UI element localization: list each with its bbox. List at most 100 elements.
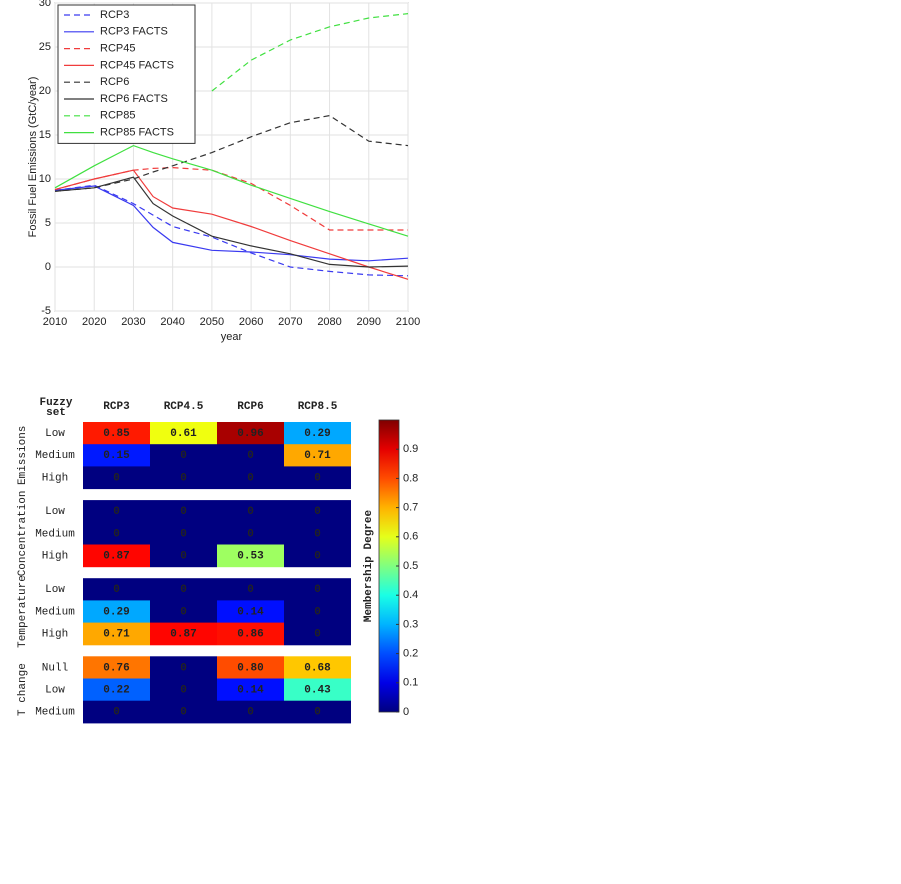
x-tick-label: 2010 xyxy=(43,316,67,328)
colorbar-tick-label: 0.8 xyxy=(403,472,418,484)
heat-cell xyxy=(217,700,284,724)
cell-label: 0 xyxy=(180,450,187,462)
heat-cell xyxy=(83,656,150,679)
colorbar-tick-label: 0.2 xyxy=(403,648,418,660)
y-tick-label: 20 xyxy=(39,85,51,97)
x-tick-label: 2100 xyxy=(396,316,420,328)
heat-cell xyxy=(217,444,284,467)
y-tick-label: 10 xyxy=(39,173,51,185)
series-line xyxy=(54,169,409,280)
colorbar-tick-label: 0.6 xyxy=(403,531,418,543)
cell-label: 0.43 xyxy=(304,685,331,697)
row-label: High xyxy=(42,551,68,563)
cell-label: 0 xyxy=(247,707,254,719)
heat-cell xyxy=(284,522,351,545)
row-label: High xyxy=(42,629,68,641)
colorbar-tick-label: 0.7 xyxy=(403,502,418,514)
y-axis-label: Fossil Fuel Emissions (GtC/year) xyxy=(27,77,39,238)
row-label: High xyxy=(42,472,68,484)
cell-label: 0 xyxy=(314,629,321,641)
colorbar-tick-label: 0.3 xyxy=(403,618,418,630)
y-tick-label: -5 xyxy=(41,305,51,317)
colorbar-tick-label: 0.1 xyxy=(403,677,418,689)
legend-label: RCP3 FACTS xyxy=(100,26,168,38)
series-line xyxy=(54,144,409,237)
group-label: Concentration xyxy=(17,490,29,576)
heat-cell xyxy=(83,522,150,545)
cell-label: 0 xyxy=(247,584,254,596)
series-line xyxy=(54,114,409,192)
row-label: Low xyxy=(45,506,65,518)
cell-label: 0.14 xyxy=(237,685,264,697)
heat-cell xyxy=(150,700,217,724)
row-label: Low xyxy=(45,428,65,440)
heat-cell xyxy=(217,500,284,523)
cell-label: 0 xyxy=(180,685,187,697)
legend-label: RCP45 FACTS xyxy=(100,59,174,71)
heat-cell xyxy=(83,678,150,702)
group-label: Emissions xyxy=(17,426,29,485)
cell-label: 0 xyxy=(113,584,120,596)
cell-label: 0 xyxy=(314,606,321,618)
heat-cell xyxy=(284,700,351,724)
legend-label: RCP85 FACTS xyxy=(100,127,174,139)
colorbar-tick-label: 0.9 xyxy=(403,443,418,455)
series-line xyxy=(211,13,409,92)
heat-cell xyxy=(284,444,351,467)
heat-cell xyxy=(217,622,284,646)
heat-cell xyxy=(83,500,150,523)
heat-cell xyxy=(217,422,284,445)
heat-cell xyxy=(83,622,150,646)
cell-label: 0.87 xyxy=(170,629,196,641)
x-tick-label: 2030 xyxy=(121,316,145,328)
heat-cell xyxy=(83,544,150,568)
cell-label: 0 xyxy=(180,707,187,719)
y-tick-label: 0 xyxy=(45,261,51,273)
column-label: RCP4.5 xyxy=(164,401,204,413)
x-tick-label: 2050 xyxy=(200,316,224,328)
cell-label: 0 xyxy=(180,472,187,484)
row-label: Medium xyxy=(35,528,75,540)
heat-cell xyxy=(217,544,284,568)
cell-label: 0 xyxy=(180,662,187,674)
cell-label: 0.29 xyxy=(304,428,330,440)
heat-cell xyxy=(284,678,351,702)
group-label: Temperature xyxy=(17,575,29,648)
heat-cell xyxy=(217,466,284,490)
cell-label: 0 xyxy=(180,606,187,618)
corner-word: set xyxy=(46,407,66,419)
cell-label: 0.14 xyxy=(237,606,264,618)
cell-label: 0.53 xyxy=(237,551,264,563)
heat-cell xyxy=(83,600,150,624)
heat-cell xyxy=(217,522,284,545)
heat-cell xyxy=(217,600,284,624)
heat-cell xyxy=(150,544,217,568)
heat-cell xyxy=(284,466,351,490)
cell-label: 0 xyxy=(180,584,187,596)
colorbar-tick-label: 0 xyxy=(403,706,409,718)
cell-label: 0 xyxy=(314,528,321,540)
cell-label: 0.71 xyxy=(103,629,130,641)
cell-label: 0 xyxy=(247,450,254,462)
legend-label: RCP6 FACTS xyxy=(100,93,168,105)
series-line xyxy=(54,185,409,262)
cell-label: 0 xyxy=(314,551,321,563)
cell-label: 0.85 xyxy=(103,428,130,440)
y-tick-label: 30 xyxy=(39,0,51,9)
cell-label: 0 xyxy=(314,707,321,719)
heat-cell xyxy=(150,578,217,601)
cell-label: 0 xyxy=(113,506,120,518)
cell-label: 0.29 xyxy=(103,606,129,618)
heat-cell xyxy=(150,522,217,545)
heat-cell xyxy=(217,678,284,702)
column-label: RCP6 xyxy=(237,401,263,413)
cell-label: 0.61 xyxy=(170,428,197,440)
heat-cell xyxy=(284,422,351,445)
heat-cell xyxy=(284,600,351,624)
heat-cell xyxy=(83,466,150,490)
heat-cell xyxy=(150,678,217,702)
heat-cell xyxy=(284,622,351,646)
x-tick-label: 2040 xyxy=(160,316,184,328)
cell-label: 0 xyxy=(113,707,120,719)
